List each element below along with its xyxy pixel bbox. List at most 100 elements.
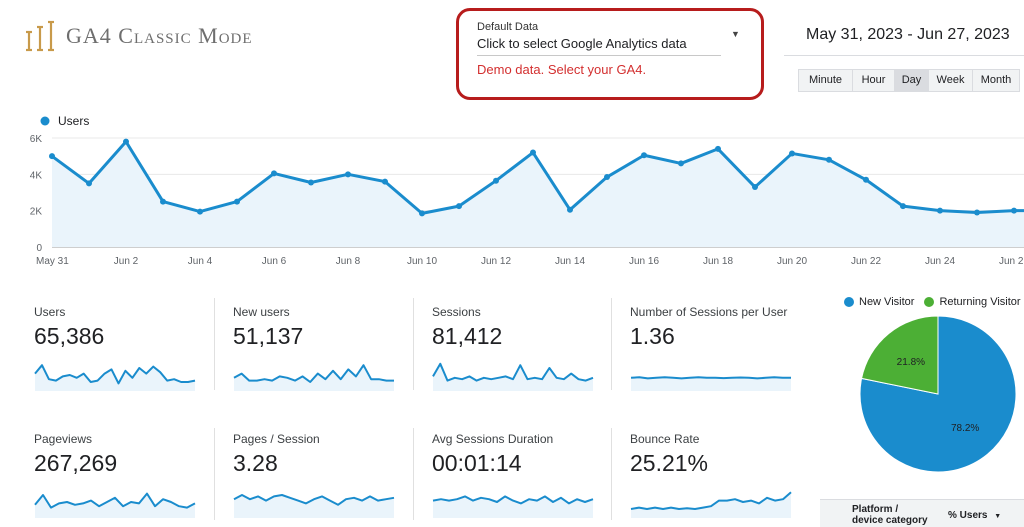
granularity-day-button[interactable]: Day <box>895 70 929 91</box>
granularity-minute-button[interactable]: Minute <box>799 70 853 91</box>
users-data-point[interactable] <box>160 198 166 205</box>
users-data-point[interactable] <box>937 207 943 214</box>
scorecard-avg-sessions-duration[interactable]: Avg Sessions Duration 00:01:14 <box>432 432 608 527</box>
scorecard-label: Avg Sessions Duration <box>432 432 554 446</box>
y-tick-label: 2K <box>30 207 43 218</box>
users-data-point[interactable] <box>678 160 684 167</box>
granularity-week-button[interactable]: Week <box>929 70 973 91</box>
legend-users-dot-icon <box>40 116 50 126</box>
scorecard-label: Users <box>34 305 66 319</box>
caret-down-icon: ▼ <box>994 513 1002 520</box>
sparkline-area <box>631 377 791 391</box>
card-divider <box>611 298 612 390</box>
sparkline-line <box>630 376 791 380</box>
y-tick-label: 4K <box>30 170 43 181</box>
granularity-month-button[interactable]: Month <box>980 74 1012 86</box>
card-divider <box>611 428 612 520</box>
users-data-point[interactable] <box>86 180 92 187</box>
scorecard-sparkline <box>432 362 594 391</box>
scorecard-pages-session[interactable]: Pages / Session 3.28 <box>233 432 409 527</box>
scorecard-users[interactable]: Users 65,386 <box>34 305 210 405</box>
y-tick-label: 0 <box>36 243 42 254</box>
users-data-point[interactable] <box>974 209 980 216</box>
column-header-platform[interactable]: Platform / device category <box>852 504 928 526</box>
pie-slice-returning-visitor[interactable] <box>860 315 939 395</box>
users-data-point[interactable] <box>826 156 832 163</box>
legend-returning-visitor[interactable]: Returning Visitor <box>924 296 1021 308</box>
selector-underline <box>477 55 721 56</box>
users-data-point[interactable] <box>530 149 536 156</box>
scorecard-sparkline <box>34 364 196 391</box>
x-tick-label: Jun 6 <box>262 256 287 267</box>
scorecard-bounce-rate[interactable]: Bounce Rate 25.21% <box>630 432 806 527</box>
users-data-point[interactable] <box>1011 207 1017 214</box>
scorecard-label: New users <box>233 305 290 319</box>
users-data-point[interactable] <box>234 198 240 205</box>
scorecard-pageviews[interactable]: Pageviews 267,269 <box>34 432 210 527</box>
users-data-point[interactable] <box>271 170 277 177</box>
scorecard-label: Number of Sessions per User <box>630 305 788 319</box>
caret-down-icon[interactable]: ▼ <box>731 29 740 39</box>
users-data-point[interactable] <box>49 153 55 160</box>
scorecard-value: 81,412 <box>432 323 503 349</box>
users-data-point[interactable] <box>752 184 758 191</box>
scorecard-label: Pageviews <box>34 432 93 446</box>
scorecard-sparkline <box>432 495 594 518</box>
x-tick-label: Jun 12 <box>481 256 511 267</box>
column-header-line: Platform / <box>852 504 899 515</box>
app-logo: GA4 Classic Mode <box>24 20 253 52</box>
legend-label: Returning Visitor <box>939 296 1021 308</box>
scorecard-label: Pages / Session <box>233 432 320 446</box>
platform-table-header: Platform / device category % Users ▼ <box>820 499 1024 527</box>
scorecard-value: 1.36 <box>630 323 675 349</box>
users-area-fill <box>52 141 1024 247</box>
x-tick-label: Jun 24 <box>925 256 955 267</box>
legend-new-visitor[interactable]: New Visitor <box>844 296 914 308</box>
users-data-point[interactable] <box>641 152 647 159</box>
users-data-point[interactable] <box>456 203 462 210</box>
sparkline-area <box>433 496 593 518</box>
scorecard-sparkline <box>630 491 792 518</box>
users-data-point[interactable] <box>900 203 906 210</box>
demo-data-warning: Demo data. Select your GA4. <box>477 62 647 77</box>
users-data-point[interactable] <box>308 179 314 186</box>
scorecard-value: 00:01:14 <box>432 450 522 476</box>
x-tick-label: Jun 18 <box>703 256 733 267</box>
scorecard-label: Sessions <box>432 305 481 319</box>
users-data-point[interactable] <box>197 208 203 215</box>
users-data-point[interactable] <box>345 171 351 178</box>
scorecard-number-of-sessions-per-user[interactable]: Number of Sessions per User 1.36 <box>630 305 806 405</box>
users-data-point[interactable] <box>123 138 129 145</box>
data-source-selector[interactable]: Default Data Click to select Google Anal… <box>456 8 764 100</box>
legend-label: New Visitor <box>859 296 915 308</box>
users-data-point[interactable] <box>382 178 388 185</box>
column-header-line: device category <box>852 515 928 526</box>
scorecard-value: 267,269 <box>34 450 118 476</box>
scorecard-new-users[interactable]: New users 51,137 <box>233 305 409 405</box>
sparkline-area <box>631 492 791 518</box>
users-data-point[interactable] <box>493 177 499 184</box>
legend-dot-icon <box>844 297 854 307</box>
x-tick-label: Jun 26 <box>999 256 1024 267</box>
scorecard-label: Bounce Rate <box>630 432 700 446</box>
users-data-point[interactable] <box>419 210 425 217</box>
users-data-point[interactable] <box>715 145 721 152</box>
sparkline-line <box>630 491 792 510</box>
users-series-line <box>51 140 1024 215</box>
date-range-picker[interactable]: May 31, 2023 - Jun 27, 2023 <box>784 14 1024 56</box>
users-data-point[interactable] <box>604 174 610 181</box>
legend-users-label: Users <box>58 114 89 128</box>
column-header-percent-users[interactable]: % Users ▼ <box>948 510 1001 521</box>
scorecard-sparkline <box>233 494 395 518</box>
x-tick-label: May 31 <box>36 256 69 267</box>
users-time-series-chart: Users 0 2K 4K 6K May 31 Jun 2 Jun 4 Jun 6 Jun 8 Ju… <box>30 114 1024 267</box>
card-divider <box>214 298 215 390</box>
granularity-hour-button[interactable]: Hour <box>853 70 895 91</box>
users-data-point[interactable] <box>567 206 573 213</box>
selector-value[interactable]: Click to select Google Analytics data <box>477 36 687 51</box>
scorecard-sessions[interactable]: Sessions 81,412 <box>432 305 608 405</box>
scorecard-value: 3.28 <box>233 450 278 476</box>
users-data-point[interactable] <box>863 176 869 183</box>
users-data-point[interactable] <box>789 150 795 157</box>
pie-slice-label: 78.2% <box>951 423 979 434</box>
